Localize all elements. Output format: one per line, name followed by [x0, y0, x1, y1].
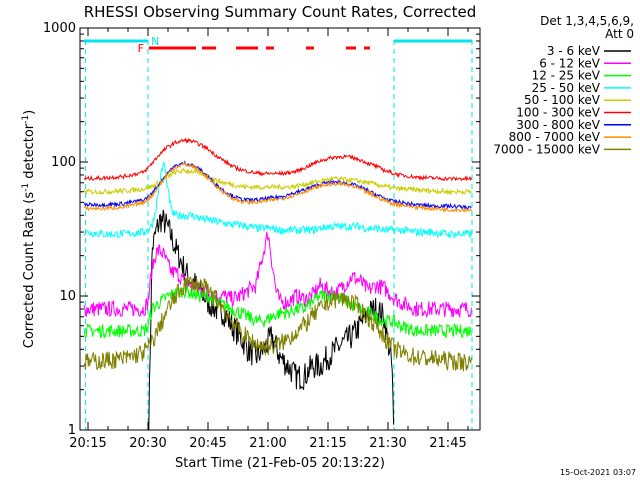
legend-header-line-1: Det 1,3,4,5,6,9, — [540, 14, 634, 28]
x-axis-label: Start Time (21-Feb-05 20:13:22) — [175, 456, 385, 471]
series-line-4 — [83, 161, 472, 240]
y-tick-label: 1000 — [43, 21, 76, 36]
flare-flag-label: F — [138, 42, 144, 55]
legend-label: 50 - 100 keV — [524, 93, 601, 107]
legend-label: 25 - 50 keV — [532, 81, 601, 95]
y-label-part-3: ) — [22, 110, 37, 115]
y-label-part-2: detector — [22, 123, 37, 183]
series-line-5 — [83, 167, 472, 196]
legend-label: 6 - 12 keV — [539, 56, 601, 70]
series-line-6 — [84, 137, 472, 182]
y-label-sup-1: -1 — [21, 183, 31, 192]
y-axis-label: Corrected Count Rate (s-1 detector-1) — [21, 110, 37, 348]
x-tick-label: 21:15 — [309, 436, 346, 451]
series-line-2 — [83, 231, 472, 319]
x-tick-label: 20:15 — [69, 436, 106, 451]
legend-label: 7000 - 15000 keV — [493, 142, 600, 156]
y-tick-label: 1 — [68, 423, 76, 438]
x-tick-label: 21:30 — [369, 436, 406, 451]
x-tick-label: 21:00 — [249, 436, 286, 451]
y-tick-label: 10 — [59, 289, 76, 304]
night-flag-label: N — [151, 35, 159, 48]
legend-label: 3 - 6 keV — [547, 44, 601, 58]
series-line-9 — [83, 276, 472, 372]
legend-label: 12 - 25 keV — [532, 69, 601, 83]
y-label-sup-2: -1 — [21, 115, 31, 124]
series-line-8 — [83, 161, 472, 214]
y-tick-label: 100 — [51, 155, 76, 170]
y-label-part-1: Corrected Count Rate (s — [22, 192, 37, 349]
legend-label: 100 - 300 keV — [516, 106, 600, 120]
legend-label: 300 - 800 keV — [516, 118, 600, 132]
x-tick-label: 20:45 — [189, 436, 226, 451]
plot-frame — [79, 27, 481, 431]
legend-header-line-2: Att 0 — [605, 27, 634, 41]
series-line-3 — [83, 284, 472, 340]
legend-label: 800 - 7000 keV — [509, 130, 601, 144]
chart-title: RHESSI Observing Summary Count Rates, Co… — [84, 3, 477, 21]
x-tick-label: 20:30 — [129, 436, 166, 451]
x-tick-label: 21:45 — [429, 436, 466, 451]
date-stamp: 15-Oct-2021 03:07 — [560, 468, 636, 477]
